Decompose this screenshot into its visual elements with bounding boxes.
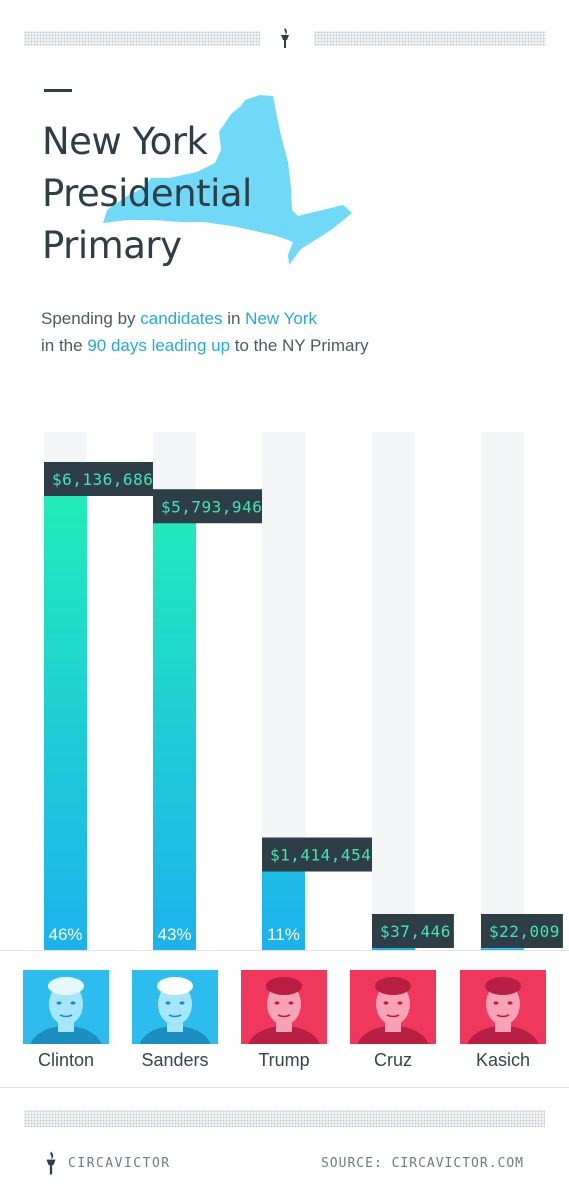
candidate-name: Clinton: [37, 1050, 95, 1070]
spending-bar-chart: $6,136,686 46% $5,793,946 43% $1,414,454 11% $…: [44, 432, 563, 950]
bar-track: [372, 432, 415, 950]
candidate-name: Kasich: [475, 1050, 531, 1070]
subtitle-highlight: New York: [245, 309, 317, 328]
value-label-box: [44, 462, 155, 496]
title-line-2: Presidential: [42, 172, 252, 215]
subtitle-line-2: in the 90 days leading up to the NY Prim…: [41, 332, 369, 359]
bar: [44, 462, 87, 950]
sanders-photo: [132, 970, 218, 1044]
header-dot-band-left: [24, 31, 260, 46]
value-label-box: [481, 914, 563, 948]
subtitle-highlight: candidates: [140, 309, 223, 328]
cruz-photo: [350, 970, 436, 1044]
candidate-name: Cruz: [373, 1050, 412, 1070]
footer-source: SOURCE: CIRCAVICTOR.COM: [320, 1156, 524, 1171]
title-accent-dash: [44, 89, 72, 92]
subtitle-text: in the: [41, 336, 88, 355]
value-label: $1,414,454: [270, 846, 371, 865]
subtitle-text: Spending by: [41, 309, 141, 328]
share-label: 46%: [48, 925, 82, 944]
subtitle-line-1: Spending by candidates in New York: [41, 305, 369, 332]
candidate-name: Sanders: [141, 1050, 209, 1070]
value-label: $37,446: [380, 922, 451, 941]
bar-track: [481, 432, 524, 950]
footer-brand: CIRCAVICTOR: [68, 1156, 171, 1171]
bar: [481, 948, 524, 950]
subtitle-text: in: [222, 309, 246, 328]
candidate-sanders: Sanders: [132, 970, 218, 1070]
chart-baseline: [0, 950, 569, 951]
page-title: New York Presidential Primary: [42, 116, 342, 272]
candidate-clinton: Clinton: [23, 970, 109, 1070]
candidate-trump: Trump: [241, 970, 327, 1070]
bar: [153, 489, 196, 950]
value-label-box: [372, 914, 454, 948]
share-label: 11%: [267, 925, 300, 944]
subtitle-highlight: 90 days leading up: [87, 336, 231, 355]
value-label-box: [262, 837, 373, 872]
value-label: $6,136,686: [52, 470, 153, 489]
value-label-box: [153, 489, 264, 524]
subtitle: Spending by candidates in New York in th…: [41, 305, 369, 359]
torch-icon: [281, 28, 289, 48]
value-label: $5,793,946: [161, 497, 262, 516]
kasich-photo: [460, 970, 546, 1044]
footer-dot-band: [24, 1110, 545, 1127]
value-label: $22,009: [489, 922, 560, 941]
candidate-cruz: Cruz: [350, 970, 436, 1070]
new-york-state-map: [103, 95, 352, 265]
clinton-photo: [23, 970, 109, 1044]
section-divider: [0, 1087, 569, 1088]
title-line-1: New York: [42, 120, 208, 163]
trump-photo: [241, 970, 327, 1044]
subtitle-text: to the NY Primary: [230, 336, 369, 355]
candidate-name: Trump: [258, 1050, 310, 1070]
share-label: 43%: [157, 925, 191, 944]
torch-icon: [46, 1151, 56, 1175]
candidate-kasich: Kasich: [460, 970, 546, 1070]
header-dot-band-right: [314, 31, 546, 46]
title-line-3: Primary: [42, 224, 182, 267]
bar: [372, 947, 415, 950]
